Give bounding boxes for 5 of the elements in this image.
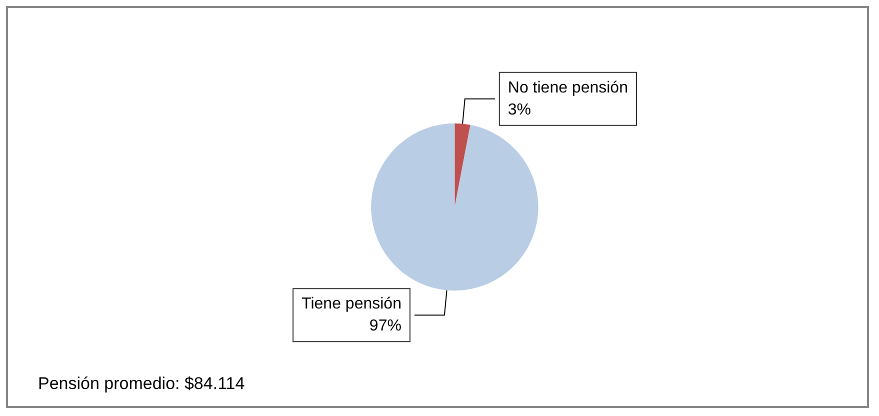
slice-label: No tiene pensión — [508, 79, 628, 96]
data-label: 3% — [508, 101, 532, 118]
slice-label: Tiene pensión — [302, 296, 402, 313]
text: Pensión promedio: $84.114 — [38, 374, 245, 393]
data-label: 97% — [369, 318, 402, 335]
